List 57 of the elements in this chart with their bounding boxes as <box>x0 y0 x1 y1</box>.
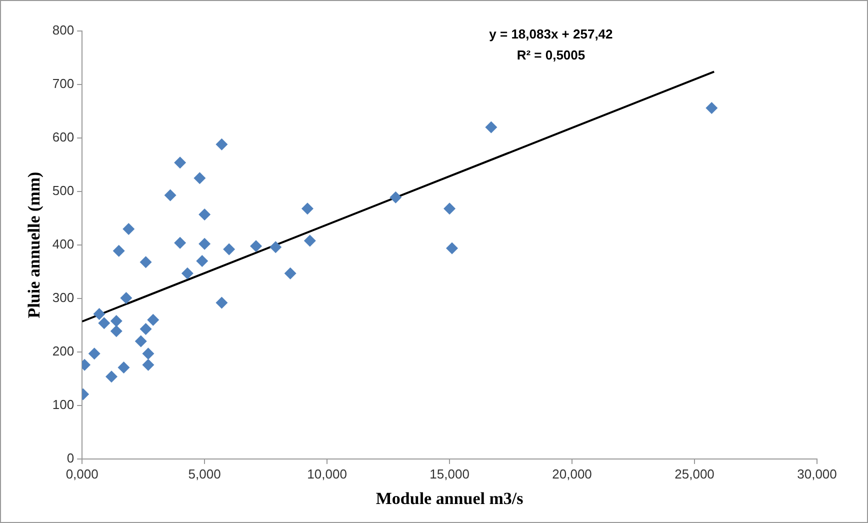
point <box>120 292 132 304</box>
point <box>301 202 314 215</box>
point <box>134 335 147 348</box>
point <box>198 238 211 250</box>
y-tick-label: 500 <box>52 183 74 198</box>
y-tick-label: 100 <box>52 397 74 412</box>
y-tick-label: 0 <box>66 450 74 466</box>
y-tick-label: 400 <box>52 236 74 252</box>
point <box>105 370 118 383</box>
point <box>250 240 262 252</box>
point <box>284 267 296 280</box>
y-axis-title: Pluie annuelle (mm) <box>24 172 44 318</box>
point <box>98 317 110 330</box>
point <box>444 202 456 215</box>
point <box>122 222 135 235</box>
x-tick-label: 20,000 <box>552 466 592 482</box>
point <box>194 172 206 184</box>
point <box>181 267 194 280</box>
point <box>223 243 236 256</box>
y-tick-label: 800 <box>52 22 74 38</box>
point <box>270 241 282 254</box>
point <box>140 322 152 335</box>
x-tick-label: 15,000 <box>430 466 470 482</box>
point <box>446 242 458 254</box>
point <box>93 308 106 320</box>
annotation: y = 18,083x + 257,42 <box>489 26 613 42</box>
point <box>88 348 100 360</box>
y-tick-label: 700 <box>52 76 74 92</box>
point <box>140 256 152 268</box>
point <box>198 208 211 221</box>
x-axis-title: Module annuel m3/s <box>376 489 524 508</box>
x-tick-label: 25,000 <box>674 466 714 482</box>
point <box>706 102 718 114</box>
point <box>110 314 122 327</box>
point <box>196 255 208 268</box>
point <box>142 348 154 360</box>
point <box>112 244 125 257</box>
point <box>216 296 228 309</box>
point <box>304 234 316 247</box>
point <box>485 121 498 134</box>
point <box>142 358 154 371</box>
point <box>216 138 228 150</box>
y-tick-label: 300 <box>52 290 74 306</box>
x-tick-label: 0,000 <box>66 466 98 482</box>
annotation: R² = 0,5005 <box>516 48 586 63</box>
y-tick-label: 600 <box>52 130 74 145</box>
x-tick-label: 5,000 <box>188 466 221 482</box>
point <box>110 325 122 338</box>
point <box>118 362 130 374</box>
point <box>174 156 186 169</box>
point <box>164 189 176 202</box>
point <box>390 191 402 204</box>
point <box>174 236 186 249</box>
point <box>147 314 160 326</box>
y-tick-label: 200 <box>52 344 74 359</box>
x-tick-label: 30,000 <box>797 466 837 482</box>
x-tick-label: 10,000 <box>307 466 347 482</box>
